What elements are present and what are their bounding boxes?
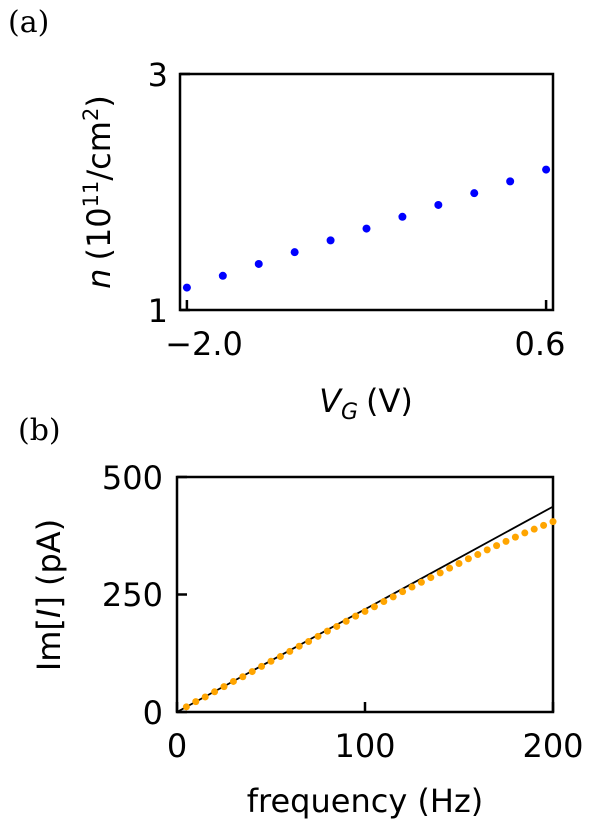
- panel-b-data-point: [211, 688, 219, 696]
- panel-b-ytick-250: 250: [102, 576, 163, 614]
- panel-a-data-point: [290, 248, 299, 257]
- panel-a-xlabel: VG (V): [319, 382, 413, 425]
- panel-b-data-point: [417, 578, 425, 586]
- panel-a-ylabel: n(1011/cm2): [79, 95, 118, 289]
- panel-b-ylabel: Im[I] (pA): [30, 519, 68, 671]
- panel-b-data-point: [436, 569, 444, 577]
- panel-a-xtick-neg2: −2.0: [165, 325, 243, 363]
- panel-b-data-point: [446, 564, 454, 572]
- panel-b-data-point: [229, 677, 237, 685]
- panel-a-data-point: [506, 177, 515, 186]
- panel-b-data-point: [239, 673, 247, 681]
- panel-b-data-point: [201, 693, 209, 701]
- panel-b-data-point: [464, 555, 472, 563]
- panel-b-data-point: [295, 642, 303, 650]
- panel-b-data-point: [474, 551, 482, 559]
- panel-b-data-point: [399, 588, 407, 596]
- panel-b-data-point: [352, 612, 360, 620]
- panel-b-data-point: [483, 546, 491, 554]
- panel-b-data-point: [220, 683, 228, 691]
- panel-a-data-point: [470, 189, 479, 198]
- panel-b-data-point: [182, 703, 190, 711]
- panel-b-xtick-200: 200: [522, 727, 583, 765]
- panel-a-data-point: [182, 283, 191, 292]
- panel-b-data-point: [342, 617, 350, 625]
- panel-b-data-point: [408, 583, 416, 591]
- panel-b-data-point: [427, 574, 435, 582]
- panel-b-data-point: [493, 542, 501, 550]
- panel-b-frame: [175, 475, 555, 714]
- panel-b-xtick-100: 100: [334, 727, 395, 765]
- panel-a-data-point: [362, 224, 371, 233]
- panel-b-data-point: [323, 627, 331, 635]
- panel-a-xtick-0-6: 0.6: [515, 325, 566, 363]
- panel-b-data-point: [361, 607, 369, 615]
- panel-b-data-point: [380, 598, 388, 606]
- panel-b-xlabel: frequency (Hz): [247, 782, 484, 820]
- panel-b-plot: [175, 475, 557, 714]
- panel-b-data-point: [267, 657, 275, 665]
- panel-b-data-point: [248, 668, 256, 676]
- panel-b-data-point: [511, 533, 519, 541]
- panel-b-data-point: [333, 622, 341, 630]
- panel-b-data-point: [370, 603, 378, 611]
- panel-b-data-point: [540, 521, 548, 529]
- panel-b-data-point: [305, 638, 313, 645]
- panel-b-ytick-0: 0: [143, 694, 163, 732]
- panel-a-data-point: [326, 236, 335, 245]
- panel-a-data-point: [434, 200, 443, 209]
- panel-a-data-point: [218, 271, 227, 280]
- panel-a-data-point: [542, 165, 551, 174]
- panel-b-data-point: [530, 525, 538, 533]
- panel-b-data-point: [276, 653, 284, 661]
- panel-b-data-point: [521, 529, 529, 537]
- panel-b-data-point: [455, 559, 463, 567]
- panel-a-data-point: [254, 259, 263, 268]
- panel-b-data-point: [389, 593, 397, 601]
- panel-a-frame: [178, 72, 555, 312]
- panel-a-ytick-3: 3: [148, 56, 168, 94]
- panel-a-data-point: [398, 212, 407, 221]
- panel-b-data-point: [549, 518, 557, 526]
- panel-a-ytick-1: 1: [148, 292, 168, 330]
- panel-b-label: (b): [18, 413, 61, 448]
- panel-b-data-point: [286, 647, 294, 655]
- panel-b-xtick-0: 0: [167, 727, 187, 765]
- panel-b-data-point: [258, 662, 266, 670]
- panel-b-ytick-500: 500: [102, 459, 163, 497]
- panel-a-plot: [178, 72, 555, 312]
- panel-b-data-point: [502, 537, 510, 545]
- panel-b-data-point: [192, 698, 200, 706]
- panel-a-label: (a): [8, 5, 49, 40]
- panel-b-data-point: [314, 632, 322, 640]
